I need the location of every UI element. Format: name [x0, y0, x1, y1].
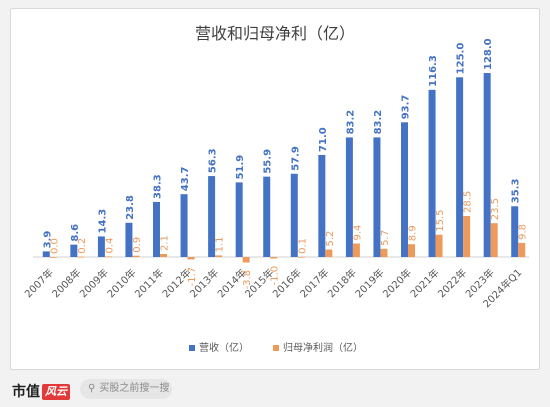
profit-bar	[77, 256, 85, 258]
brand-name: 市值	[12, 384, 40, 400]
x-tick-label: 2020年	[380, 266, 414, 300]
profit-bar	[297, 256, 305, 258]
search-placeholder: 买股之前搜一搜	[99, 383, 170, 394]
revenue-data-label: 3.9	[42, 231, 53, 249]
revenue-bar	[483, 73, 491, 257]
profit-bar	[463, 216, 471, 257]
revenue-data-label: 23.8	[125, 195, 136, 220]
revenue-bar	[235, 182, 243, 257]
profit-data-label: 0.9	[132, 237, 143, 253]
bar-chart: 营收和归母净利（亿） 3.90.0 2007年 8.60.2 2008年 14.3 0.4 2…	[22, 24, 529, 354]
profit-data-label: 0.2	[77, 238, 88, 254]
revenue-bar	[345, 137, 353, 257]
revenue-data-label: 38.3	[153, 174, 164, 199]
legend-label-revenue: 营收（亿）	[199, 341, 249, 354]
profit-data-label: 28.5	[463, 191, 474, 213]
x-tick-label: 2011年	[132, 266, 166, 300]
revenue-bar	[70, 244, 78, 257]
revenue-bar	[263, 176, 271, 257]
chart-card: 营收和归母净利（亿） 3.9 0.0 2007年 8.6 0.2 2008年 14.3 0.4 2…	[10, 8, 540, 370]
profit-bar	[160, 253, 167, 257]
search-icon: ⚲	[88, 383, 96, 394]
revenue-bar	[153, 201, 160, 257]
brand-logo[interactable]: 市值 风云	[12, 381, 70, 401]
revenue-data-label: 56.3	[208, 148, 219, 173]
x-tick-label: 2008年	[49, 266, 83, 300]
revenue-data-label: 93.7	[401, 95, 412, 120]
revenue-data-label: 35.3	[511, 179, 522, 204]
profit-bar	[187, 257, 195, 260]
revenue-bar	[180, 194, 188, 257]
profit-bar	[352, 243, 360, 257]
revenue-data-label: 57.9	[290, 146, 301, 171]
profit-data-label: 5.2	[325, 231, 336, 247]
profit-data-label: -1.0	[270, 266, 281, 286]
revenue-data-label: 71.0	[318, 127, 329, 152]
profit-data-label: 2.1	[160, 235, 171, 251]
x-tick-label: 2010年	[104, 266, 138, 300]
revenue-bar	[511, 206, 519, 257]
legend-label-profit: 归母净利润（亿）	[283, 341, 363, 354]
footer-bar: 市值 风云 ⚲ 买股之前搜一搜	[0, 372, 550, 407]
profit-bar	[242, 257, 250, 263]
legend-swatch-revenue	[189, 345, 195, 351]
revenue-data-label: 43.7	[180, 166, 191, 191]
profit-data-label: 0.0	[49, 238, 60, 254]
revenue-data-label: 116.3	[428, 55, 439, 87]
profit-data-label: 15.5	[435, 209, 446, 231]
profit-data-label: 23.5	[490, 198, 501, 220]
x-tick-label: 2022年	[435, 266, 469, 300]
profit-data-label: -1.7	[187, 267, 198, 287]
x-tick-label: 2021年	[407, 266, 441, 300]
profit-bar	[132, 255, 140, 257]
profit-bar	[325, 249, 333, 257]
x-tick-label: 2019年	[352, 266, 386, 300]
legend-swatch-profit	[273, 345, 279, 351]
revenue-data-label: 14.3	[97, 209, 108, 234]
profit-bar	[270, 257, 278, 259]
revenue-data-label: 51.9	[235, 155, 246, 180]
revenue-data-label: 8.6	[70, 224, 81, 242]
brand-badge: 风云	[42, 384, 70, 400]
revenue-data-label: 83.2	[373, 110, 384, 135]
profit-bar	[380, 248, 388, 257]
profit-data-label: 1.1	[215, 237, 226, 253]
profit-bar	[518, 242, 526, 257]
revenue-bar	[125, 222, 133, 257]
profit-bar	[104, 256, 112, 258]
revenue-bar	[373, 137, 381, 257]
revenue-bar	[401, 122, 408, 258]
profit-data-label: -3.8	[242, 270, 253, 290]
profit-data-label: 0.4	[104, 238, 115, 254]
revenue-bar	[318, 154, 326, 257]
profit-bar	[408, 244, 415, 257]
x-tick-label: 2017年	[297, 266, 331, 300]
profit-bar	[215, 255, 223, 257]
revenue-bar	[97, 236, 105, 257]
revenue-data-label: 128.0	[483, 38, 494, 70]
revenue-data-label: 55.9	[263, 149, 274, 174]
revenue-bar	[428, 89, 436, 257]
profit-data-label: 9.8	[518, 224, 529, 240]
profit-bar	[435, 234, 443, 257]
revenue-bar	[208, 176, 216, 257]
profit-bar	[49, 257, 57, 258]
x-tick-label: 2007年	[22, 266, 56, 300]
revenue-bar	[42, 251, 50, 257]
revenue-data-label: 83.2	[345, 110, 356, 135]
profit-data-label: 8.9	[408, 225, 419, 241]
x-tick-label: 2018年	[325, 266, 359, 300]
revenue-bar	[290, 173, 298, 257]
profit-data-label: 5.7	[380, 230, 391, 246]
chart-title: 营收和归母净利（亿）	[195, 24, 355, 43]
profit-data-label: 0.1	[297, 238, 308, 254]
revenue-data-label: 125.0	[456, 43, 467, 75]
search-box[interactable]: ⚲ 买股之前搜一搜	[80, 379, 172, 399]
revenue-bar	[456, 77, 464, 257]
x-tick-label: 2009年	[77, 266, 111, 300]
profit-data-label: 9.4	[352, 225, 363, 241]
profit-bar	[490, 223, 498, 257]
